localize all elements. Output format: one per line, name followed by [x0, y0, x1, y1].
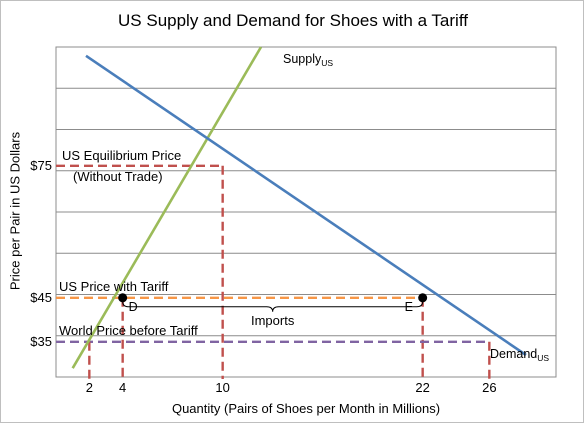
- y-tick-label: $45: [30, 290, 52, 305]
- x-tick-label: 4: [119, 380, 126, 395]
- y-tick-label: $35: [30, 334, 52, 349]
- imports-bracket: [122, 301, 424, 312]
- equilibrium-price-label: US Equilibrium Price: [62, 148, 181, 163]
- x-tick-label: 2: [86, 380, 93, 395]
- y-tick-label: $75: [30, 158, 52, 173]
- tariff-price-label: US Price with Tariff: [59, 279, 169, 294]
- chart-title: US Supply and Demand for Shoes with a Ta…: [118, 11, 468, 30]
- x-tick-label: 10: [215, 380, 229, 395]
- demand-line: [85, 54, 527, 357]
- demand-label: DemandUS: [490, 347, 549, 363]
- world-price-label: World Price before Tariff: [59, 323, 198, 338]
- x-tick-label: 26: [482, 380, 496, 395]
- point-label-e: E: [405, 300, 413, 314]
- x-tick-label: 22: [415, 380, 429, 395]
- y-axis-title: Price per Pair in US Dollars: [7, 131, 23, 291]
- point-e: [418, 293, 428, 303]
- supply-label: SupplyUS: [283, 52, 333, 68]
- x-axis-title: Quantity (Pairs of Shoes per Month in Mi…: [171, 401, 441, 416]
- point-label-d: D: [129, 300, 138, 314]
- equilibrium-price-sublabel: (Without Trade): [73, 169, 163, 184]
- point-d: [118, 293, 128, 303]
- imports-label: Imports: [251, 313, 295, 328]
- supply-line: [71, 46, 263, 369]
